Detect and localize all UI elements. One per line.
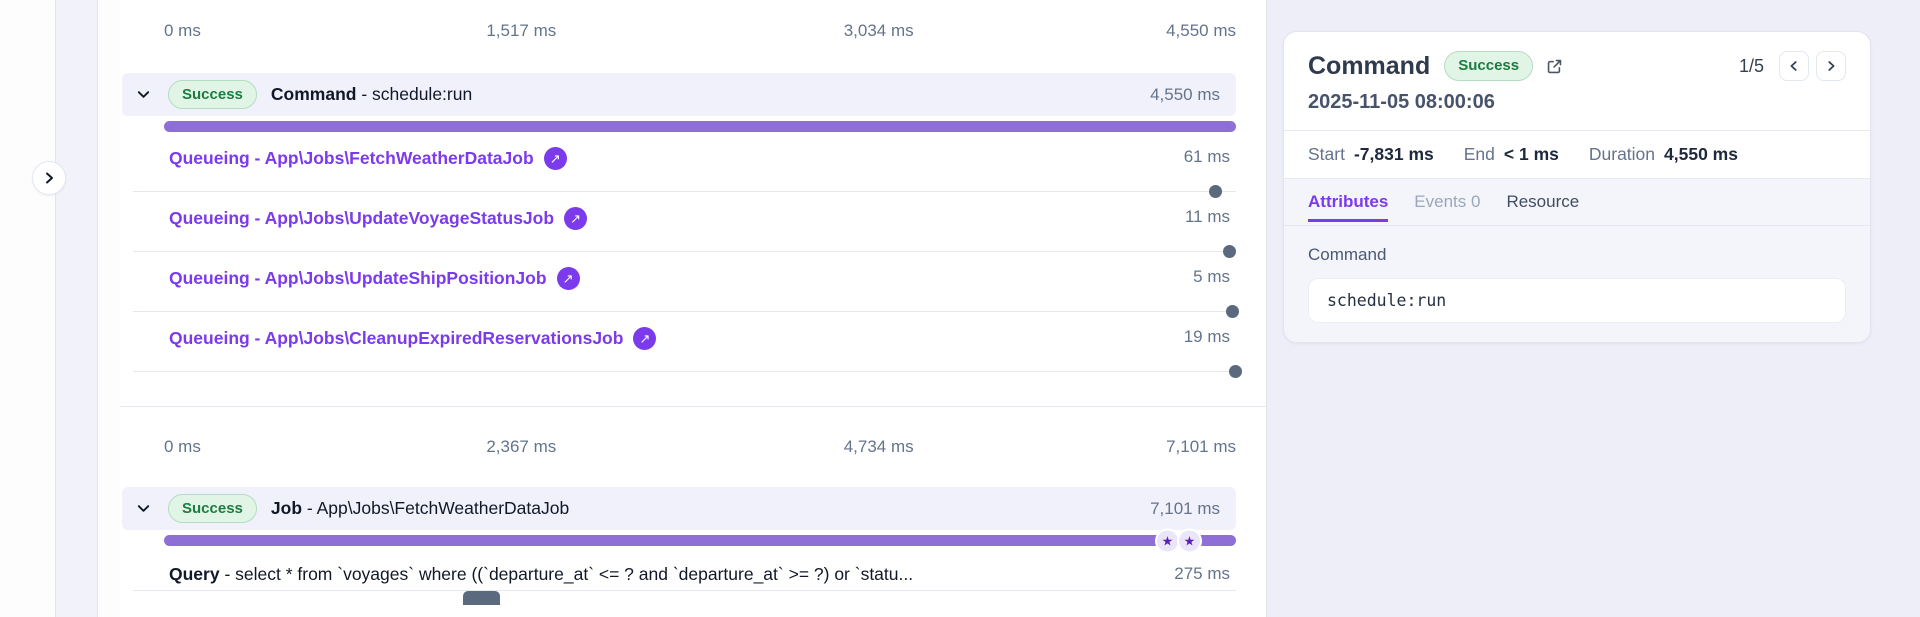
trace-row-name: - schedule:run [356, 84, 473, 104]
star-icon: ★ [1177, 528, 1202, 553]
child-rows: Queueing - App\Jobs\FetchWeatherDataJob ↗… [133, 132, 1242, 378]
pagination-count: 1/5 [1738, 55, 1764, 76]
axis-tick: 7,101 ms [1166, 437, 1236, 456]
queueing-link[interactable]: Queueing - App\Jobs\UpdateShipPositionJo… [169, 267, 580, 290]
axis-tick: 4,734 ms [843, 437, 914, 456]
status-badge: Success [168, 493, 257, 524]
stats-row: Start -7,831 ms End < 1 ms Duration 4,55… [1284, 131, 1870, 179]
queueing-label: Queueing - App\Jobs\UpdateVoyageStatusJo… [169, 208, 555, 228]
trace-row-job[interactable]: Success Job - App\Jobs\FetchWeatherDataJ… [122, 487, 1236, 530]
pagination: 1/5 [1739, 51, 1846, 81]
stat-label: Start [1308, 144, 1345, 164]
collapsed-sidebar [55, 0, 98, 617]
stat-value: 4,550 ms [1664, 144, 1738, 164]
arrow-up-right-icon[interactable]: ↗ [564, 207, 588, 230]
status-badge: Success [168, 79, 257, 110]
duration-label: 11 ms [1184, 207, 1230, 226]
chevron-right-icon [1828, 61, 1835, 71]
duration-label: 7,101 ms [1150, 498, 1220, 518]
queueing-link[interactable]: Queueing - App\Jobs\CleanupExpiredReserv… [169, 327, 657, 350]
detail-title: Command [1308, 51, 1431, 80]
detail-header: Command Success 1/5 2025-11-05 08:00:06 [1284, 32, 1870, 131]
chevron-right-icon [41, 170, 57, 186]
axis-tick: 0 ms [164, 437, 201, 456]
axis-tick: 3,034 ms [843, 21, 914, 40]
event-dot [1209, 185, 1222, 198]
stat-duration: Duration 4,550 ms [1589, 144, 1738, 165]
trace-row-queueing[interactable]: Queueing - App\Jobs\UpdateShipPositionJo… [133, 252, 1239, 318]
arrow-up-right-icon[interactable]: ↗ [633, 327, 657, 350]
trace-row-type: Query [169, 564, 220, 584]
expand-sidebar-button[interactable] [32, 161, 66, 195]
tab-events[interactable]: Events 0 [1414, 192, 1481, 211]
event-dot [1223, 245, 1236, 258]
query-span-segment[interactable] [462, 591, 501, 605]
stat-start: Start -7,831 ms [1308, 144, 1434, 165]
axis-tick: 2,367 ms [486, 437, 557, 456]
queueing-label: Queueing - App\Jobs\FetchWeatherDataJob [169, 148, 534, 168]
queueing-label: Queueing - App\Jobs\CleanupExpiredReserv… [169, 328, 624, 348]
trace-row-name: - App\Jobs\FetchWeatherDataJob [302, 498, 570, 518]
timestamp: 2025-11-05 08:00:06 [1308, 91, 1495, 113]
queueing-label: Queueing - App\Jobs\UpdateShipPositionJo… [169, 268, 547, 288]
axis-tick: 1,517 ms [486, 21, 557, 40]
query-label: Query - select * from `voyages` where ((… [169, 564, 1160, 585]
duration-label: 19 ms [1183, 327, 1230, 346]
duration-label: 4,550 ms [1150, 84, 1220, 104]
detail-panel: Command Success 1/5 2025-11-05 08:00:06 [1283, 31, 1871, 343]
axis-tick: 0 ms [164, 21, 201, 40]
trace-row-type: Command [270, 84, 357, 104]
axis-tick: 4,550 ms [1166, 21, 1236, 40]
trace-group-job: 0 ms 2,367 ms 4,734 ms 7,101 ms Success … [120, 406, 1266, 605]
time-axis: 0 ms 1,517 ms 3,034 ms 4,550 ms [164, 0, 1236, 73]
queueing-link[interactable]: Queueing - App\Jobs\UpdateVoyageStatusJo… [169, 207, 588, 230]
chevron-down-icon[interactable] [136, 501, 151, 516]
trace-row-command[interactable]: Success Command - schedule:run 4,550 ms [122, 73, 1236, 116]
duration-label: 5 ms [1193, 267, 1230, 286]
attribute-value-box: schedule:run [1308, 278, 1846, 323]
status-badge: Success [1444, 51, 1534, 81]
timeline-track: ★ ★ [164, 528, 1236, 553]
timeline-track [164, 121, 1236, 132]
span-bar-command[interactable] [164, 121, 1236, 132]
event-dot [1226, 305, 1239, 318]
arrow-up-right-icon[interactable]: ↗ [556, 267, 580, 290]
stat-end: End < 1 ms [1464, 144, 1559, 165]
trace-row-type: Job [270, 498, 303, 518]
chevron-left-icon [1790, 61, 1797, 71]
external-link-icon[interactable] [1546, 58, 1563, 75]
duration-label: 275 ms [1174, 564, 1230, 583]
trace-row-title: Command - schedule:run [271, 84, 472, 105]
queueing-link[interactable]: Queueing - App\Jobs\FetchWeatherDataJob ↗ [169, 147, 567, 170]
span-bar-job[interactable] [164, 535, 1236, 546]
event-dot [1229, 365, 1242, 378]
trace-row-queueing[interactable]: Queueing - App\Jobs\FetchWeatherDataJob ↗… [133, 132, 1236, 198]
tab-attributes[interactable]: Attributes [1308, 179, 1389, 222]
attribute-label: Command [1308, 245, 1387, 264]
query-sql: - select * from `voyages` where ((`depar… [219, 564, 914, 584]
tab-resource[interactable]: Resource [1506, 192, 1580, 211]
stat-label: Duration [1588, 144, 1656, 164]
trace-timeline-panel: 0 ms 1,517 ms 3,034 ms 4,550 ms Success … [120, 0, 1267, 617]
trace-row-query[interactable]: Query - select * from `voyages` where ((… [133, 546, 1236, 605]
arrow-up-right-icon[interactable]: ↗ [543, 147, 567, 170]
next-button[interactable] [1816, 51, 1846, 81]
stat-label: End [1463, 144, 1495, 164]
trace-group-command: 0 ms 1,517 ms 3,034 ms 4,550 ms Success … [120, 0, 1266, 406]
trace-row-queueing[interactable]: Queueing - App\Jobs\UpdateVoyageStatusJo… [133, 192, 1236, 258]
chevron-down-icon[interactable] [136, 87, 151, 102]
trace-row-title: Job - App\Jobs\FetchWeatherDataJob [271, 498, 569, 519]
stat-value: -7,831 ms [1353, 144, 1434, 164]
trace-row-queueing[interactable]: Queueing - App\Jobs\CleanupExpiredReserv… [133, 312, 1242, 378]
prev-button[interactable] [1779, 51, 1809, 81]
time-axis: 0 ms 2,367 ms 4,734 ms 7,101 ms [164, 407, 1236, 487]
attributes-content: Command schedule:run [1284, 226, 1870, 342]
tab-bar: Attributes Events 0 Resource [1284, 179, 1870, 226]
stat-value: < 1 ms [1503, 144, 1559, 164]
duration-label: 61 ms [1183, 147, 1230, 166]
detail-body: Attributes Events 0 Resource Command sch… [1284, 179, 1870, 342]
